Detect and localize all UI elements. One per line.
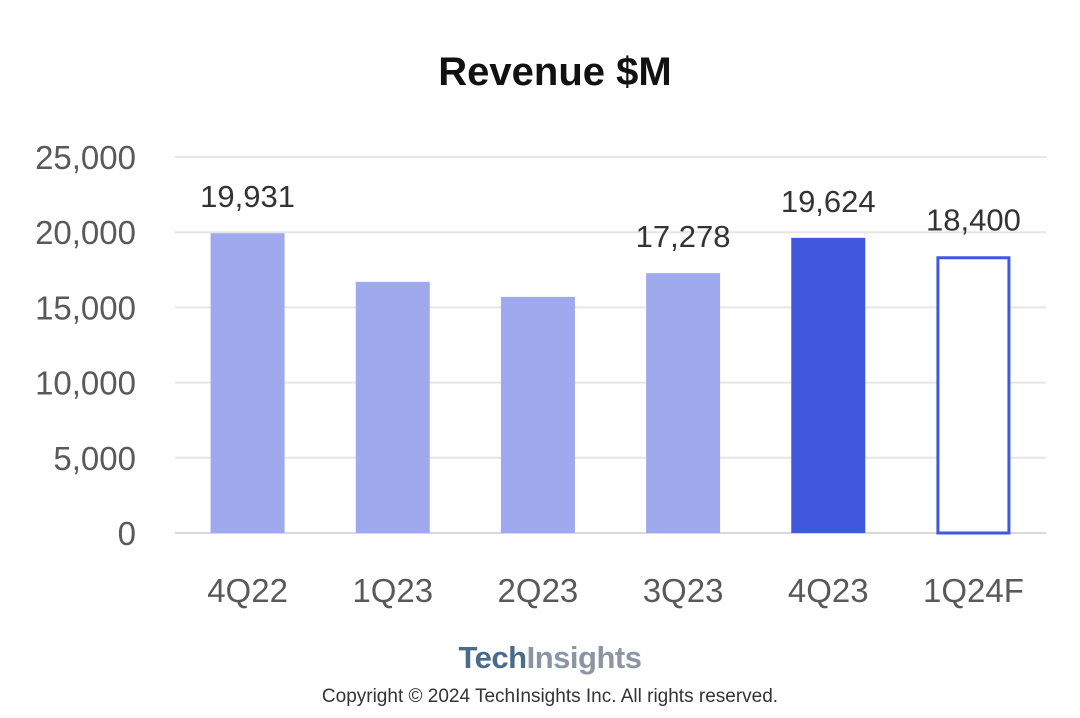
bar [936, 256, 1011, 535]
data-label: 19,931 [200, 179, 295, 214]
y-tick-label: 0 [118, 515, 136, 552]
data-label: 19,624 [781, 184, 876, 219]
copyright-notice: Copyright © 2024 TechInsights Inc. All r… [321, 686, 779, 707]
x-tick-label: 2Q23 [498, 572, 579, 609]
y-tick-label: 10,000 [35, 365, 136, 402]
bars [210, 233, 1011, 535]
x-axis-tick-labels: 4Q22 1Q23 2Q23 3Q23 4Q23 1Q24F [207, 572, 1024, 609]
x-tick-label: 4Q22 [207, 572, 288, 609]
data-labels: 19,931 17,278 19,624 18,400 [200, 179, 1021, 254]
bar-chart: 0 5,000 10,000 15,000 20,000 25,000 19,931 17,… [35, 139, 1046, 609]
x-tick-label: 3Q23 [643, 572, 724, 609]
x-tick-label: 1Q24F [923, 572, 1024, 609]
x-tick-label: 1Q23 [352, 572, 433, 609]
y-tick-label: 20,000 [35, 214, 136, 251]
logo-text-insights: Insights [526, 640, 642, 675]
logo-text-tech: Tech [458, 640, 528, 675]
y-axis-tick-labels: 0 5,000 10,000 15,000 20,000 25,000 [35, 139, 136, 552]
bar [646, 273, 721, 533]
data-label: 18,400 [926, 202, 1021, 237]
bar [791, 237, 866, 533]
chart-title: Revenue $M [438, 50, 672, 94]
gridlines [175, 156, 1046, 534]
bar [355, 281, 430, 533]
data-label: 17,278 [636, 219, 731, 254]
x-tick-label: 4Q23 [788, 572, 869, 609]
y-tick-label: 15,000 [35, 289, 136, 326]
bar [210, 233, 285, 533]
bar [500, 296, 575, 533]
y-tick-label: 5,000 [53, 440, 136, 477]
y-tick-label: 25,000 [35, 139, 136, 176]
techinsights-logo: TechInsights [0, 640, 1080, 676]
